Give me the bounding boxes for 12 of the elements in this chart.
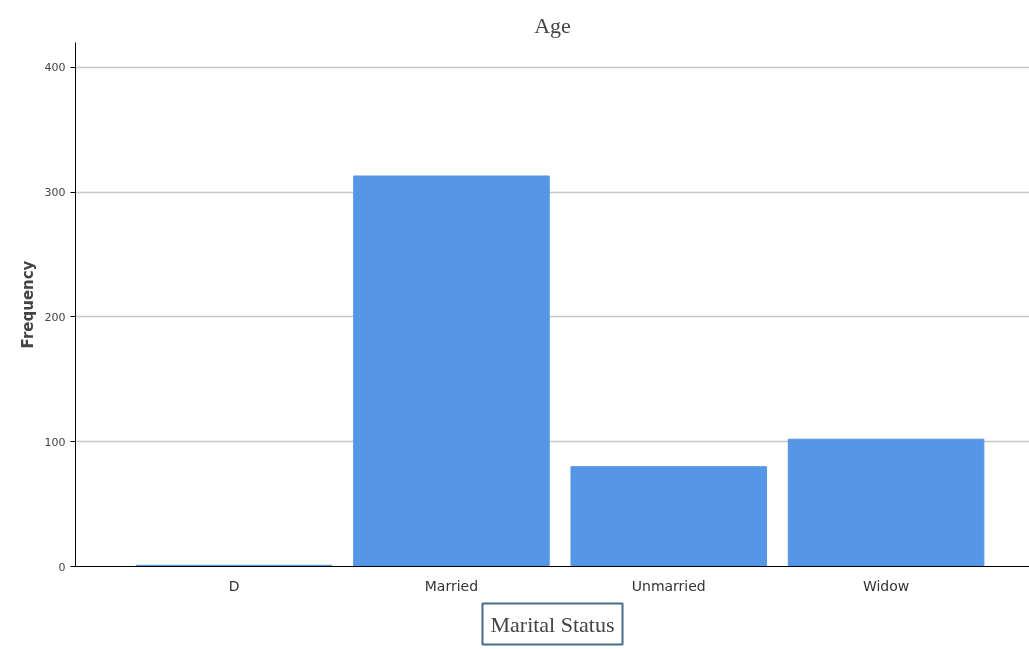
x-tick-label: Unmarried [631,577,706,594]
chart-title: Age [534,12,571,38]
y-tick-label: 400 [44,61,66,75]
y-tick-label: 200 [44,310,66,324]
x-axis-title: Marital Status [490,611,615,637]
y-tick-label: 300 [44,186,66,200]
x-tick-label: Widow [862,577,910,594]
y-axis-title: Frequency [18,260,37,349]
x-tick-label: D [228,577,240,594]
y-tick-label: 100 [44,435,66,449]
y-tick-label: 0 [58,560,66,574]
x-tick-label: Married [424,577,479,594]
